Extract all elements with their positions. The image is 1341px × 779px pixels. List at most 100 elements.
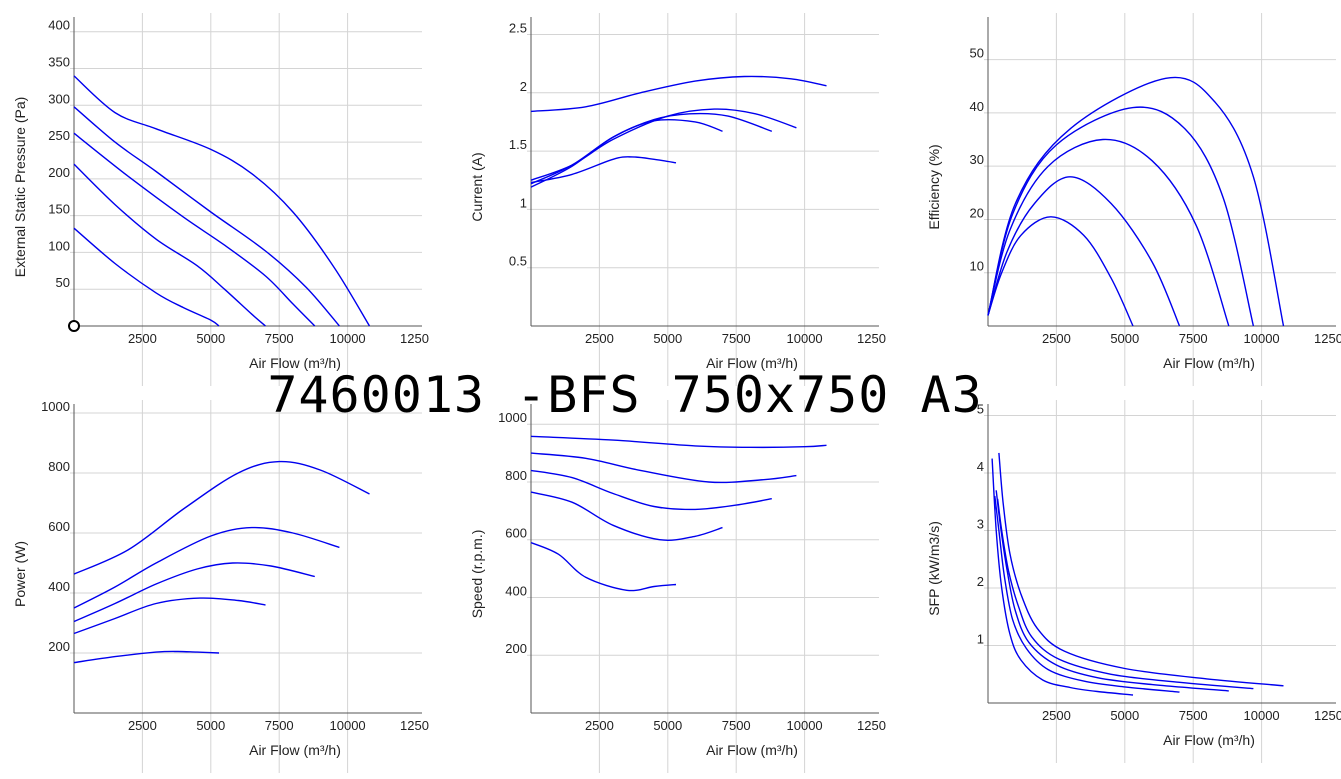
y-tick-label: 200: [505, 641, 527, 656]
x-axis-label: Air Flow (m³/h): [1163, 732, 1255, 748]
y-tick-label: 20: [970, 205, 984, 220]
power-chart: 2500 5000 7500 10000 1250 200 400 600 800 1000 Air…: [12, 399, 429, 773]
speed-series-4: [530, 452, 797, 484]
speed-series-3: [530, 469, 772, 511]
power-series-1: [73, 650, 220, 664]
x-tick-label: 5000: [196, 331, 225, 346]
power-series-5: [73, 460, 370, 575]
x-axis-label: Air Flow (m³/h): [249, 742, 341, 758]
speed-series-2: [530, 491, 723, 541]
y-tick-label: 200: [48, 165, 70, 180]
y-tick-label: 4: [977, 459, 984, 474]
current-series-1: [530, 156, 677, 184]
current-chart: 2500 5000 7500 10000 1250 0.5 1 1.5 2 2.5 Air Flow…: [469, 13, 886, 386]
y-tick-label: 50: [970, 46, 984, 61]
pressure-series-3: [73, 132, 316, 327]
x-tick-label: 10000: [787, 331, 823, 346]
operating-point-marker: [68, 320, 80, 332]
y-tick-label: 400: [48, 18, 70, 33]
x-tick-label: 10000: [330, 331, 366, 346]
current-series-5: [530, 75, 827, 113]
page-title: 7460013 -BFS 750x750 A3: [267, 366, 983, 424]
y-tick-label: 250: [48, 128, 70, 143]
x-tick-label: 2500: [585, 718, 614, 733]
x-tick-label: 10000: [1244, 331, 1280, 346]
y-axis-label: External Static Pressure (Pa): [12, 97, 28, 278]
efficiency-series-3: [987, 138, 1230, 327]
sfp-series-1: [991, 458, 1134, 696]
sfp-series-3: [995, 490, 1229, 692]
x-tick-label: 7500: [265, 718, 294, 733]
y-axis-label: Current (A): [469, 152, 485, 221]
y-tick-label: 2: [977, 574, 984, 589]
x-axis-label: Air Flow (m³/h): [706, 742, 798, 758]
y-tick-label: 350: [48, 55, 70, 70]
x-tick-label: 10000: [1244, 708, 1280, 723]
y-tick-label: 150: [48, 202, 70, 217]
pressure-series-1: [73, 227, 220, 327]
speed-series-5: [530, 435, 827, 449]
x-tick-label: 7500: [722, 718, 751, 733]
x-axis-label: Air Flow (m³/h): [249, 355, 341, 371]
x-tick-label: 7500: [722, 331, 751, 346]
y-tick-label: 400: [505, 583, 527, 598]
x-tick-label: 1250: [857, 331, 886, 346]
x-tick-label: 10000: [787, 718, 823, 733]
y-axis-label: Speed (r.p.m.): [469, 530, 485, 619]
x-tick-label: 2500: [1042, 708, 1071, 723]
x-tick-label: 5000: [653, 331, 682, 346]
x-axis-label: Air Flow (m³/h): [706, 355, 798, 371]
y-tick-label: 300: [48, 91, 70, 106]
y-axis-label: Power (W): [12, 541, 28, 607]
x-tick-label: 2500: [128, 718, 157, 733]
x-tick-label: 1250: [857, 718, 886, 733]
x-tick-label: 7500: [1179, 708, 1208, 723]
speed-chart: 2500 5000 7500 10000 1250 200 400 600 800 1000 Air…: [469, 400, 886, 773]
efficiency-series-4: [987, 106, 1255, 327]
pressure-series-4: [73, 106, 340, 327]
efficiency-series-1: [987, 216, 1134, 327]
power-series-4: [73, 526, 340, 609]
y-tick-label: 1: [977, 632, 984, 647]
pressure-chart: 2500 5000 7500 10000 1250 50 100 150 200 250 300 35…: [12, 13, 429, 386]
y-tick-label: 2.5: [509, 20, 527, 35]
y-tick-label: 200: [48, 639, 70, 654]
y-tick-label: 50: [56, 275, 70, 290]
y-tick-label: 800: [48, 459, 70, 474]
pressure-series-2: [73, 163, 266, 327]
x-tick-label: 2500: [128, 331, 157, 346]
y-tick-label: 40: [970, 99, 984, 114]
x-tick-label: 1250: [400, 718, 429, 733]
y-tick-label: 1000: [41, 399, 70, 414]
speed-series-1: [530, 541, 677, 592]
y-tick-label: 600: [505, 526, 527, 541]
y-tick-label: 10: [970, 259, 984, 274]
y-tick-label: 2: [520, 79, 527, 94]
current-series-4: [530, 108, 797, 181]
sfp-chart: 2500 5000 7500 10000 1250 1 2 3 4 5 Air Flow (m³/h…: [926, 400, 1341, 763]
pressure-series-5: [73, 75, 371, 327]
y-tick-label: 600: [48, 519, 70, 534]
efficiency-chart: 2500 5000 7500 10000 1250 10 20 30 40 50 Air Flow …: [926, 13, 1341, 386]
y-tick-label: 800: [505, 468, 527, 483]
efficiency-series-2: [987, 176, 1181, 327]
y-tick-label: 30: [970, 152, 984, 167]
x-tick-label: 5000: [1110, 708, 1139, 723]
y-tick-label: 1: [520, 195, 527, 210]
x-tick-label: 7500: [1179, 331, 1208, 346]
current-series-3: [530, 112, 773, 185]
y-tick-label: 3: [977, 517, 984, 532]
y-tick-label: 1000: [498, 410, 527, 425]
efficiency-series-5: [987, 76, 1285, 327]
y-tick-label: 400: [48, 579, 70, 594]
x-tick-label: 5000: [1110, 331, 1139, 346]
power-series-3: [73, 562, 315, 623]
x-tick-label: 1250: [400, 331, 429, 346]
x-tick-label: 5000: [653, 718, 682, 733]
x-tick-label: 1250: [1314, 708, 1341, 723]
x-tick-label: 1250: [1314, 331, 1341, 346]
x-axis-label: Air Flow (m³/h): [1163, 355, 1255, 371]
sfp-series-5: [998, 452, 1284, 687]
sfp-series-2: [994, 495, 1180, 693]
